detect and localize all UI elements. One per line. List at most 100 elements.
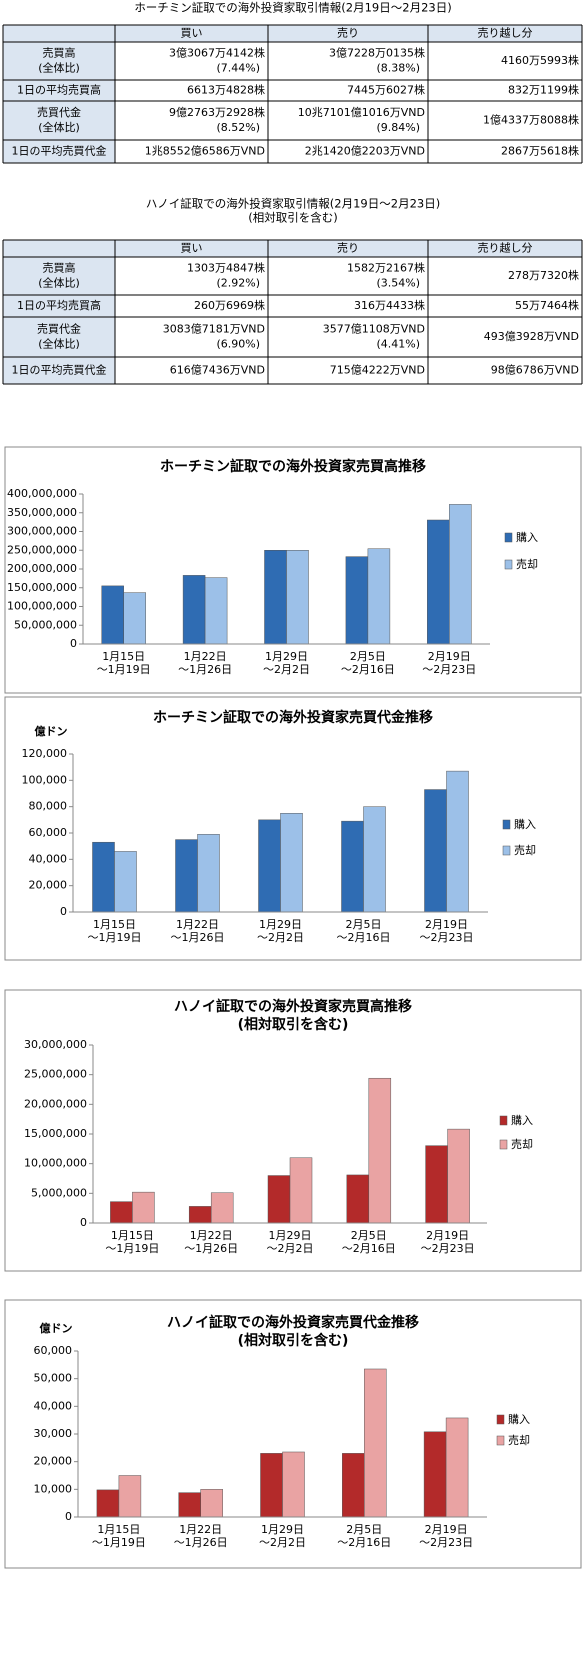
cell: 1303万4847株 [187,261,265,275]
column-header: 売り越し分 [478,26,533,40]
cell: 493億3928万VND [484,330,579,343]
y-tick-label: 0 [80,1216,87,1229]
x-tick-label: ～2月2日 [259,1536,306,1549]
x-tick-label: 1月15日 [97,1523,140,1536]
row-label: 1日の平均売買代金 [12,144,107,158]
x-tick-label: ～1月26日 [171,931,225,944]
bar [210,1192,234,1224]
row-label: 売買代金 [37,105,81,119]
y-tick-label: 0 [70,637,77,650]
y-tick-label: 50,000 [34,1372,73,1385]
bar [110,1201,133,1224]
column-header: 売り越し分 [478,241,533,255]
bar [367,548,391,645]
chart-subtitle: (相対取引を含む) [238,1332,349,1349]
legend-swatch [504,559,513,570]
bar [280,813,303,913]
x-tick-label: 2月19日 [428,650,471,663]
cell: 98億6786万VND [491,364,579,377]
x-tick-label: ～2月16日 [337,931,391,944]
legend-swatch [502,819,511,830]
cell: 55万7464株 [515,298,579,312]
bar [342,1453,365,1518]
bar [118,1475,142,1518]
cell: (8.52%) [216,121,260,134]
cell: 7445万6027株 [347,83,425,97]
cell: (6.90%) [216,338,260,351]
x-tick-label: 2月19日 [426,1229,469,1242]
cell: 832万1199株 [508,83,579,97]
bar [197,834,220,913]
header-bg [3,25,582,42]
row-label: 売買高 [43,261,76,275]
y-tick-label: 60,000 [34,1344,73,1357]
x-tick-label: 2月5日 [350,650,386,663]
bar [423,1431,447,1518]
x-tick-label: 2月5日 [346,1523,382,1536]
x-tick-label: 1月15日 [93,918,136,931]
row-label: 1日の平均売買代金 [12,363,107,377]
bar [368,1077,392,1224]
cell: 1582万2167株 [347,261,425,275]
bar [425,1145,448,1224]
x-tick-label: ～2月16日 [342,1242,396,1255]
y-axis-label: 億ドン [40,1321,73,1335]
bar [260,1453,283,1518]
chart-title: ハノイ証取での海外投資家売買高推移 [174,998,412,1015]
y-tick-label: 40,000 [29,852,68,865]
row-label: 1日の平均売買高 [17,83,101,97]
x-tick-label: ～1月26日 [174,1536,228,1549]
y-tick-label: 400,000,000 [7,487,77,500]
bar [101,585,124,645]
x-tick-label: 2月5日 [351,1229,387,1242]
x-tick-label: 2月5日 [346,918,382,931]
legend-label: 売却 [514,844,536,857]
bar [427,519,450,645]
cell: 2867万5618株 [501,144,579,158]
cell: 1億4337万8088株 [483,113,579,127]
y-tick-label: 250,000,000 [7,543,77,556]
x-tick-label: ～1月26日 [178,663,232,676]
row-label: 売買高 [43,46,76,60]
cell: (2.92%) [216,277,260,290]
cell: 3億3067万4142株 [169,46,265,60]
bar [114,851,137,913]
bar [175,839,198,913]
header-bg [3,240,582,257]
x-tick-label: 1月22日 [179,1523,222,1536]
legend-swatch [496,1435,505,1446]
x-tick-label: 1月29日 [259,918,302,931]
bar [445,1417,469,1518]
x-tick-label: ～2月16日 [337,1536,391,1549]
x-tick-label: ～2月23日 [421,1242,475,1255]
y-tick-label: 200,000,000 [7,562,77,575]
y-tick-label: 100,000 [22,773,68,786]
x-tick-label: ～2月16日 [341,663,395,676]
x-tick-label: ～2月2日 [257,931,304,944]
y-tick-label: 300,000,000 [7,525,77,538]
y-tick-label: 150,000,000 [7,581,77,594]
legend-swatch [502,845,511,856]
x-tick-label: 1月22日 [184,650,227,663]
bar [449,504,472,645]
bar [341,820,364,913]
cell: (8.38%) [376,62,420,75]
cell: (3.54%) [376,277,420,290]
cell: 616億7436万VND [170,364,265,377]
chart-subtitle: (相対取引を含む) [238,1016,349,1033]
cell: (7.44%) [216,62,260,75]
table-title: ハノイ証取での海外投資家取引情報(2月19日～2月23日) [146,197,440,211]
x-tick-label: ～2月23日 [419,1536,473,1549]
legend-label: 売却 [511,1138,533,1151]
legend-swatch [499,1139,508,1150]
y-tick-label: 5,000,000 [31,1186,87,1199]
y-tick-label: 30,000,000 [24,1038,87,1051]
y-tick-label: 20,000 [34,1455,73,1468]
table-title: (相対取引を含む) [248,211,337,225]
chart-title: ホーチミン証取での海外投資家売買代金推移 [153,709,433,726]
x-tick-label: ～1月19日 [88,931,142,944]
x-tick-label: ～2月2日 [263,663,310,676]
bar [204,577,228,645]
column-header: 買い [181,27,203,40]
legend-label: 購入 [508,1412,530,1426]
